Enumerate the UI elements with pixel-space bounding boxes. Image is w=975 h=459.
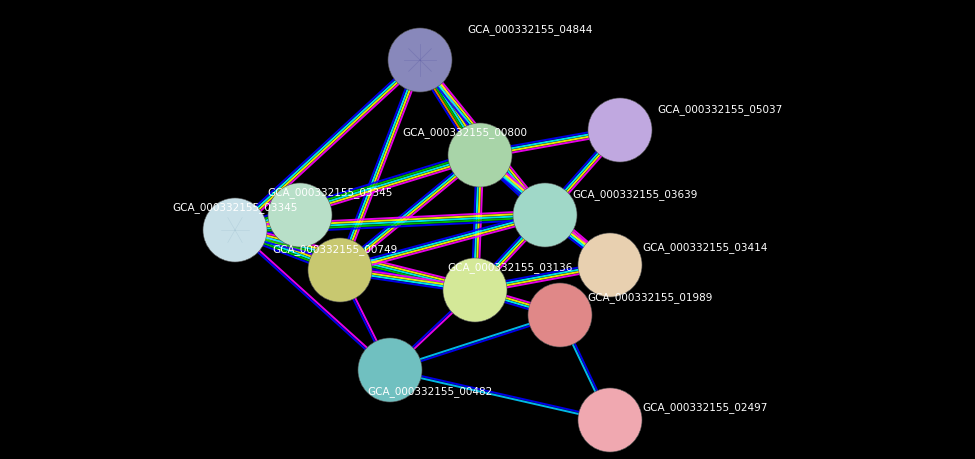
- Circle shape: [358, 338, 422, 402]
- Text: GCA_000332155_00482: GCA_000332155_00482: [368, 386, 492, 397]
- Text: GCA_000332155_01989: GCA_000332155_01989: [587, 292, 713, 303]
- Circle shape: [528, 283, 592, 347]
- Circle shape: [513, 183, 577, 247]
- Circle shape: [308, 238, 372, 302]
- Circle shape: [268, 183, 332, 247]
- Circle shape: [588, 98, 652, 162]
- Text: GCA_000332155_03414: GCA_000332155_03414: [643, 242, 767, 253]
- Text: GCA_000332155_03136: GCA_000332155_03136: [448, 263, 572, 274]
- Circle shape: [203, 198, 267, 262]
- Circle shape: [448, 123, 512, 187]
- Text: GCA_000332155_04844: GCA_000332155_04844: [467, 24, 593, 35]
- Text: GCA_000332155_03345: GCA_000332155_03345: [173, 202, 297, 213]
- Circle shape: [578, 388, 642, 452]
- Circle shape: [443, 258, 507, 322]
- Text: GCA_000332155_00800: GCA_000332155_00800: [403, 128, 527, 139]
- Text: GCA_000332155_02497: GCA_000332155_02497: [643, 403, 767, 414]
- Circle shape: [388, 28, 452, 92]
- Circle shape: [578, 233, 642, 297]
- Text: GCA_000332155_03639: GCA_000332155_03639: [572, 190, 698, 201]
- Text: GCA_000332155_00749: GCA_000332155_00749: [272, 245, 398, 256]
- Text: GCA_000332155_03345: GCA_000332155_03345: [267, 188, 393, 198]
- Text: GCA_000332155_05037: GCA_000332155_05037: [657, 105, 783, 116]
